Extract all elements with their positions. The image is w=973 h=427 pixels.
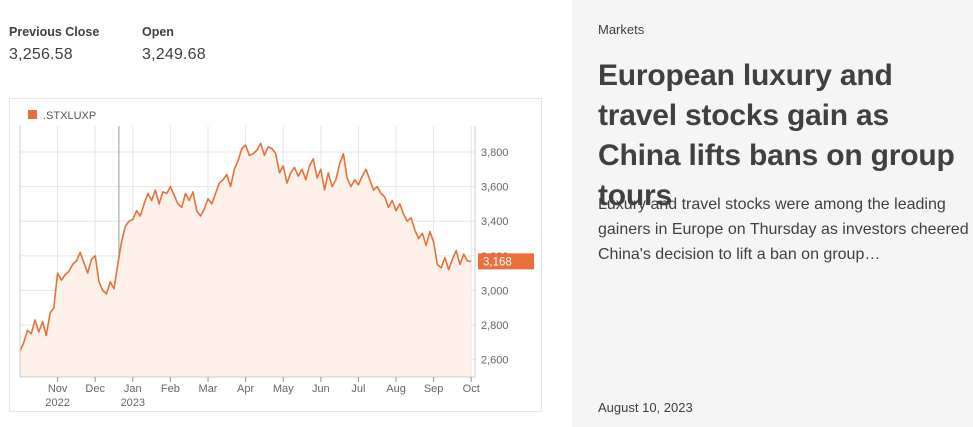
x-year-label: 2023 xyxy=(121,397,145,409)
article-headline[interactable]: European luxury and travel stocks gain a… xyxy=(598,59,955,212)
x-tick-label: Mar xyxy=(199,383,218,395)
x-tick-label: Jul xyxy=(351,383,365,395)
y-tick-label: 3,400 xyxy=(481,216,509,228)
x-tick-label: Dec xyxy=(85,383,105,395)
y-tick-label: 3,600 xyxy=(481,182,509,194)
y-tick-label: 3,000 xyxy=(481,285,509,297)
x-tick-label: Feb xyxy=(161,383,180,395)
x-year-label: 2022 xyxy=(45,397,69,409)
series-line xyxy=(19,142,472,352)
x-tick-label: Jan xyxy=(124,383,142,395)
x-tick-label: Nov xyxy=(48,383,68,395)
price-chart[interactable]: 3,8003,6003,4003,2003,0002,8002,600NovDe… xyxy=(9,98,542,412)
x-tick-label: Aug xyxy=(386,383,406,395)
x-tick-label: Oct xyxy=(463,383,480,395)
x-tick-label: Sep xyxy=(424,383,444,395)
y-tick-label: 2,800 xyxy=(481,320,509,332)
series-area xyxy=(20,143,472,377)
x-tick-label: Jun xyxy=(312,383,330,395)
quote-panel: Previous Close 3,256.58 Open 3,249.68 3,… xyxy=(9,24,542,412)
article-card[interactable]: Markets European luxury and travel stock… xyxy=(572,0,973,427)
open-stat: Open 3,249.68 xyxy=(142,24,206,66)
article-summary: Luxury and travel stocks were among the … xyxy=(598,196,969,263)
article-date: August 10, 2023 xyxy=(598,400,693,415)
legend-swatch xyxy=(28,110,37,119)
previous-close-stat: Previous Close 3,256.58 xyxy=(9,24,99,66)
legend-label: .STXLUXP xyxy=(43,110,96,122)
current-value-label: 3,168 xyxy=(483,256,512,268)
x-tick-label: Apr xyxy=(237,383,254,395)
previous-close-value: 3,256.58 xyxy=(9,46,73,63)
current-value-badge xyxy=(478,253,534,270)
y-tick-label: 2,600 xyxy=(481,355,509,367)
y-tick-label: 3,800 xyxy=(481,147,509,159)
open-label: Open xyxy=(142,25,174,39)
price-chart-svg[interactable]: 3,8003,6003,4003,2003,0002,8002,600NovDe… xyxy=(10,99,543,413)
previous-close-label: Previous Close xyxy=(9,25,100,39)
x-tick-label: May xyxy=(273,383,294,395)
article-kicker[interactable]: Markets xyxy=(598,22,645,37)
open-value: 3,249.68 xyxy=(142,46,206,63)
